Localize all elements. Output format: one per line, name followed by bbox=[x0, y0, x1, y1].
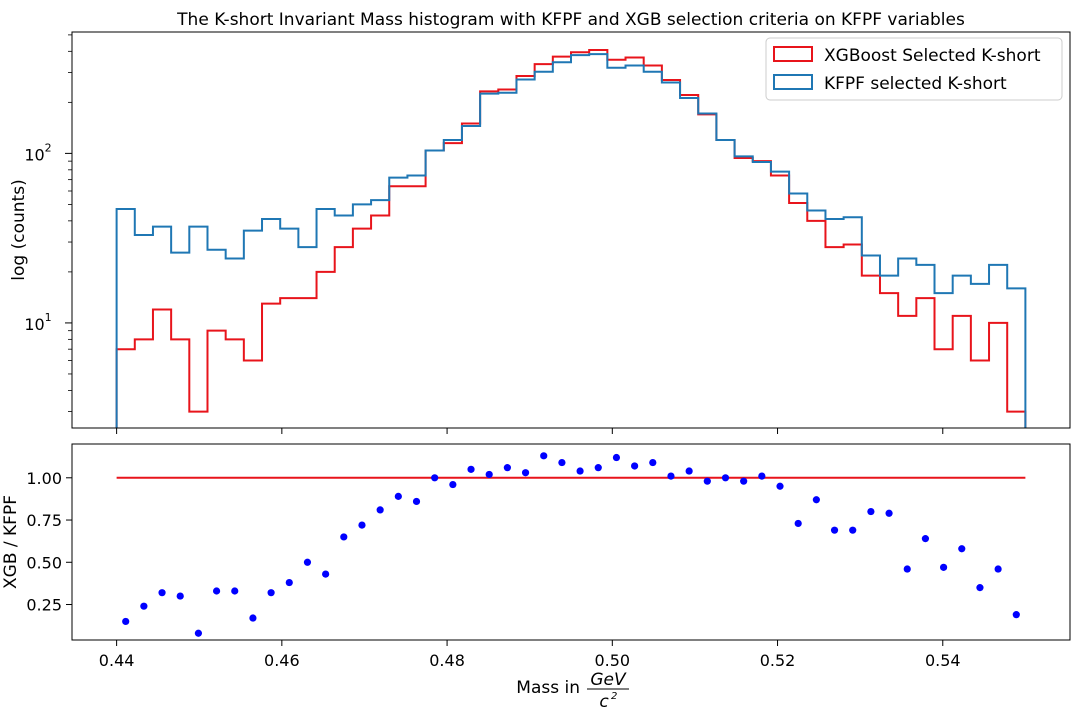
ratio-point bbox=[576, 467, 584, 475]
ratio-point bbox=[358, 521, 366, 529]
ratio-x-tick-label: 0.46 bbox=[264, 651, 300, 670]
ratio-point bbox=[122, 617, 130, 626]
ratio-point bbox=[867, 507, 875, 516]
ratio-point bbox=[994, 565, 1002, 573]
ratio-point bbox=[540, 452, 548, 460]
ratio-point bbox=[1012, 611, 1020, 619]
ratio-y-tick-label: 1.00 bbox=[26, 469, 62, 488]
ratio-point bbox=[703, 477, 711, 485]
legend-entry-kfpf: KFPF selected K-short bbox=[773, 74, 1007, 94]
ratio-point bbox=[467, 465, 475, 473]
y-tick-label-exponent: 1 bbox=[45, 311, 52, 324]
ratio-point bbox=[939, 563, 948, 571]
ratio-point bbox=[503, 464, 511, 472]
ratio-point bbox=[449, 480, 457, 489]
legend-label-xgboost: XGBoost Selected K-short bbox=[824, 46, 1041, 66]
histogram-x-ticks bbox=[116, 428, 944, 434]
ratio-point bbox=[849, 526, 857, 534]
ratio-point bbox=[721, 474, 730, 482]
ratio-y-ticks: 0.25 0.50 0.75 1.00 bbox=[26, 469, 72, 615]
ratio-point bbox=[830, 526, 839, 534]
ratio-y-tick-label: 0.25 bbox=[26, 596, 62, 615]
ratio-panel: 0.25 0.50 0.75 1.00 0.44 0.46 0.48 0.50 0.52 0.5… bbox=[1, 443, 1071, 712]
ratio-point bbox=[285, 578, 293, 587]
legend-label-kfpf: KFPF selected K-short bbox=[824, 74, 1007, 94]
ratio-points bbox=[122, 452, 1020, 637]
ratio-point bbox=[794, 519, 802, 528]
histogram-axes-frame bbox=[71, 31, 1071, 429]
ratio-point bbox=[612, 453, 621, 462]
ratio-x-tick-label: 0.44 bbox=[99, 651, 135, 670]
ratio-point bbox=[376, 506, 384, 514]
legend: XGBoost Selected K-short KFPF selected K… bbox=[765, 37, 1063, 101]
x-axis-label-denominator-exponent: 2 bbox=[611, 691, 617, 702]
ratio-point bbox=[758, 472, 766, 480]
y-tick-label-exponent: 2 bbox=[45, 141, 52, 154]
ratio-point bbox=[594, 464, 602, 472]
ratio-point bbox=[249, 614, 257, 622]
ratio-y-tick-label: 0.50 bbox=[26, 553, 62, 572]
legend-swatch-kfpf bbox=[773, 74, 813, 90]
x-axis-label-denominator: c bbox=[599, 692, 609, 712]
ratio-point bbox=[558, 458, 566, 467]
histogram-y-axis-label: log (counts) bbox=[9, 179, 29, 280]
x-axis-label-numerator: GeV bbox=[590, 670, 627, 690]
ratio-point bbox=[394, 492, 402, 500]
ratio-point bbox=[976, 584, 984, 592]
ratio-x-ticks: 0.44 0.46 0.48 0.50 0.52 0.54 bbox=[99, 640, 961, 670]
ratio-point bbox=[740, 477, 748, 485]
histogram-series bbox=[115, 49, 1027, 428]
ratio-point bbox=[921, 535, 930, 543]
ratio-x-tick-label: 0.50 bbox=[594, 651, 630, 670]
ratio-point bbox=[631, 462, 639, 470]
ratio-point bbox=[176, 592, 184, 600]
ratio-x-tick-label: 0.54 bbox=[925, 651, 961, 670]
ratio-point bbox=[412, 497, 421, 506]
ratio-x-tick-label: 0.48 bbox=[429, 651, 465, 670]
ratio-point bbox=[231, 587, 239, 595]
legend-frame bbox=[765, 37, 1063, 101]
ratio-point bbox=[485, 470, 493, 479]
ratio-point bbox=[649, 458, 657, 467]
legend-entry-xgboost: XGBoost Selected K-short bbox=[773, 46, 1041, 66]
legend-swatch-xgboost bbox=[773, 46, 813, 62]
ratio-point bbox=[303, 558, 312, 566]
ratio-point bbox=[885, 509, 893, 517]
ratio-point bbox=[776, 482, 784, 490]
ratio-point bbox=[212, 587, 221, 595]
ratio-point bbox=[340, 533, 348, 541]
ratio-point bbox=[521, 469, 530, 477]
xgboost-histogram-line bbox=[115, 49, 1027, 428]
ratio-y-tick-label: 0.75 bbox=[26, 511, 62, 530]
ratio-point bbox=[267, 589, 275, 597]
ratio-point bbox=[812, 496, 820, 504]
ratio-point bbox=[158, 589, 166, 597]
chart-title: The K-short Invariant Mass histogram wit… bbox=[176, 10, 965, 30]
ratio-point bbox=[194, 629, 203, 637]
ratio-axes-frame bbox=[71, 443, 1071, 641]
ratio-point bbox=[685, 467, 693, 475]
ratio-point bbox=[431, 474, 439, 482]
x-axis-label: Mass in GeV c 2 bbox=[516, 670, 629, 712]
ratio-x-tick-label: 0.52 bbox=[760, 651, 796, 670]
ratio-point bbox=[667, 472, 675, 480]
ratio-y-axis-label: XGB / KFPF bbox=[1, 495, 21, 589]
ratio-point bbox=[903, 565, 911, 573]
ratio-point bbox=[322, 570, 330, 578]
kfpf-histogram-line bbox=[115, 53, 1027, 428]
ratio-point bbox=[958, 545, 966, 553]
ratio-point bbox=[140, 602, 148, 610]
x-axis-label-text: Mass in bbox=[516, 678, 580, 698]
